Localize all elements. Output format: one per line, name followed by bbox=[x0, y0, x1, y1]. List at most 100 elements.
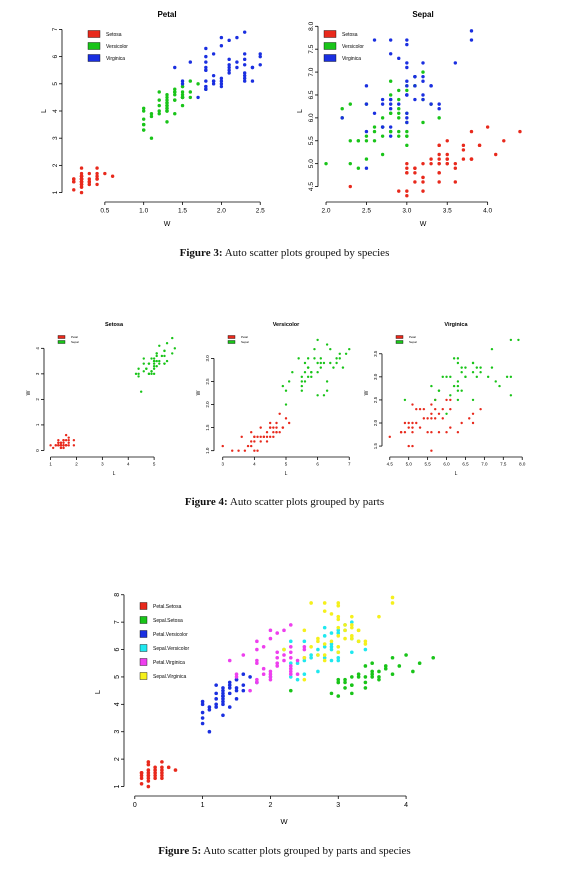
data-point bbox=[300, 389, 304, 392]
data-point bbox=[180, 82, 185, 86]
data-point bbox=[227, 691, 232, 696]
data-point bbox=[316, 647, 320, 652]
data-point bbox=[141, 117, 146, 121]
data-point bbox=[165, 98, 169, 102]
x-tick-label: 7.0 bbox=[481, 462, 488, 467]
data-point bbox=[295, 677, 300, 682]
data-point bbox=[282, 658, 286, 663]
data-point bbox=[471, 371, 475, 374]
series-versicolor bbox=[324, 70, 441, 170]
data-point bbox=[221, 686, 225, 690]
data-point bbox=[405, 120, 409, 125]
y-tick-label: 6 bbox=[52, 54, 59, 58]
data-point bbox=[388, 107, 393, 111]
legend-label: Petal.Virginica bbox=[153, 660, 185, 666]
data-point bbox=[437, 143, 441, 148]
data-point bbox=[160, 771, 164, 775]
x-tick-label: 3 bbox=[101, 462, 104, 467]
data-point bbox=[180, 79, 185, 83]
data-point bbox=[388, 435, 391, 439]
y-axis-label: W bbox=[26, 390, 32, 395]
data-point bbox=[255, 639, 259, 644]
data-point bbox=[79, 166, 84, 170]
data-point bbox=[160, 354, 164, 358]
data-point bbox=[180, 95, 185, 100]
data-point bbox=[338, 357, 341, 360]
y-tick-label: 3 bbox=[52, 136, 59, 140]
data-point bbox=[363, 675, 368, 679]
data-point bbox=[322, 655, 327, 660]
data-point bbox=[234, 677, 239, 682]
data-point bbox=[407, 421, 410, 425]
data-point bbox=[397, 129, 401, 134]
data-point bbox=[160, 765, 164, 770]
data-point bbox=[405, 38, 409, 42]
data-point bbox=[306, 375, 310, 379]
data-point bbox=[214, 691, 218, 696]
data-point bbox=[370, 672, 374, 676]
legend-swatch bbox=[139, 658, 148, 666]
data-point bbox=[166, 765, 171, 770]
data-point bbox=[309, 655, 313, 660]
data-point bbox=[265, 431, 269, 434]
data-point bbox=[322, 642, 327, 646]
data-point bbox=[152, 364, 156, 368]
series-sepal bbox=[134, 336, 177, 393]
data-point bbox=[437, 107, 441, 111]
legend-swatch bbox=[139, 672, 148, 680]
data-point bbox=[413, 74, 417, 79]
data-point bbox=[490, 366, 494, 369]
data-point bbox=[207, 708, 212, 712]
data-point bbox=[471, 361, 475, 365]
data-point bbox=[460, 366, 463, 369]
data-point bbox=[165, 109, 169, 113]
data-point bbox=[302, 658, 307, 663]
data-point bbox=[303, 371, 307, 374]
y-tick-label: 4 bbox=[35, 347, 40, 350]
data-point bbox=[234, 697, 239, 701]
data-point bbox=[158, 362, 161, 365]
figure-4-text: Auto scatter plots grouped by parts bbox=[229, 496, 385, 508]
data-point bbox=[259, 426, 262, 429]
data-point bbox=[403, 431, 407, 434]
data-point bbox=[329, 639, 334, 644]
data-point bbox=[288, 675, 293, 679]
data-point bbox=[336, 650, 341, 655]
combined-scatter-plot: 0 1 2 3 4 1 2 3 4 5 6 7 8 W L Petal.Setosa Sepal.Setosa P… bbox=[93, 586, 446, 830]
data-point bbox=[397, 189, 401, 193]
x-tick-label: 2.5 bbox=[362, 208, 371, 215]
data-point bbox=[227, 680, 232, 685]
data-point bbox=[437, 171, 441, 175]
data-point bbox=[275, 431, 278, 434]
data-point bbox=[461, 157, 466, 161]
x-axis-label: L bbox=[455, 471, 458, 477]
data-point bbox=[200, 702, 205, 707]
data-point bbox=[79, 177, 84, 181]
legend: Setosa Versicolor Virginica bbox=[87, 30, 128, 62]
data-point bbox=[397, 134, 401, 138]
data-point bbox=[227, 71, 231, 75]
data-point bbox=[380, 125, 385, 129]
y-tick-label: 6.0 bbox=[308, 113, 315, 122]
data-point bbox=[348, 139, 352, 143]
data-point bbox=[153, 768, 157, 772]
x-axis: 2.0 2.5 3.0 3.5 4.0 bbox=[322, 201, 493, 215]
x-tick-label: 6 bbox=[316, 462, 319, 467]
data-point bbox=[313, 357, 316, 360]
data-point bbox=[319, 361, 322, 365]
data-point bbox=[250, 440, 253, 443]
data-point bbox=[200, 699, 205, 704]
data-point bbox=[302, 672, 307, 676]
data-point bbox=[272, 431, 275, 434]
data-point bbox=[173, 87, 177, 91]
data-point bbox=[200, 716, 205, 720]
y-tick-label: 5.5 bbox=[308, 136, 315, 145]
data-point bbox=[235, 35, 239, 40]
data-point bbox=[227, 68, 231, 72]
y-tick-label: 2.0 bbox=[205, 401, 210, 408]
data-point bbox=[421, 93, 425, 97]
data-point bbox=[188, 95, 193, 100]
data-point bbox=[221, 694, 225, 698]
data-point bbox=[54, 444, 57, 447]
data-point bbox=[67, 439, 70, 442]
